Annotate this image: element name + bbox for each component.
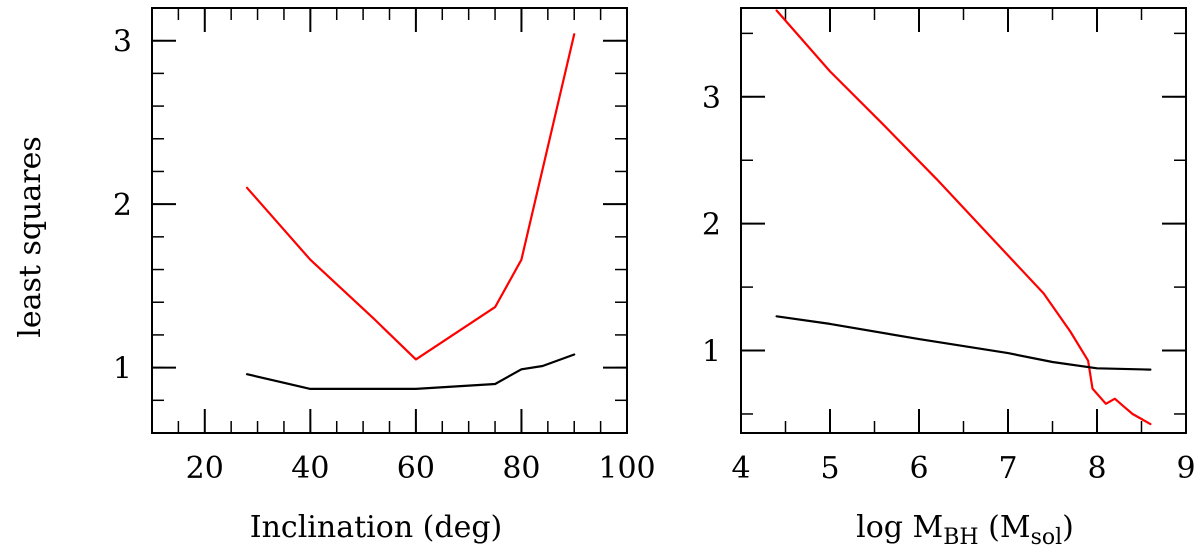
x-tick-label: 9: [1176, 451, 1195, 486]
x-tick-label: 40: [291, 451, 329, 486]
x-axis-title-left: Inclination (deg): [250, 510, 503, 545]
x-axis-title-main: log M: [856, 510, 943, 545]
x-axis-title-paren-sub: sol: [1031, 525, 1063, 550]
x-tick-label: 80: [502, 451, 540, 486]
y-tick-label: 2: [702, 208, 721, 243]
series-line-red: [245, 33, 576, 361]
x-axis-title-right: log MBH (Msol): [856, 510, 1074, 550]
y-tick-label: 3: [113, 25, 132, 60]
series-line-black: [775, 315, 1152, 371]
x-axis-title-sub: BH: [943, 525, 978, 550]
x-tick-label: 7: [998, 451, 1017, 486]
y-tick-label: 3: [702, 81, 721, 116]
x-tick-label: 5: [820, 451, 839, 486]
y-axis-title: least squares: [13, 136, 48, 338]
y-tick-label: 1: [113, 352, 132, 387]
x-tick-label: 4: [731, 451, 750, 486]
panel-black-hole-mass: 4 5 6 7 8 9 1 2 3: [702, 7, 1196, 486]
x-tick-label: 100: [598, 451, 655, 486]
series-line-red: [775, 9, 1152, 426]
x-tick-label: 8: [1087, 451, 1106, 486]
x-axis-title-paren-close: ): [1062, 510, 1074, 545]
x-tick-label: 6: [909, 451, 928, 486]
plot-frame: [151, 7, 628, 434]
x-axis-title-paren-open: (M: [979, 510, 1031, 545]
panel-inclination: 20 40 60 80 100 1 2 3: [113, 7, 656, 486]
series-line-black: [245, 353, 576, 390]
x-tick-label: 20: [186, 451, 224, 486]
x-tick-label: 60: [397, 451, 435, 486]
y-tick-label: 2: [113, 188, 132, 223]
y-tick-label: 1: [702, 335, 721, 370]
